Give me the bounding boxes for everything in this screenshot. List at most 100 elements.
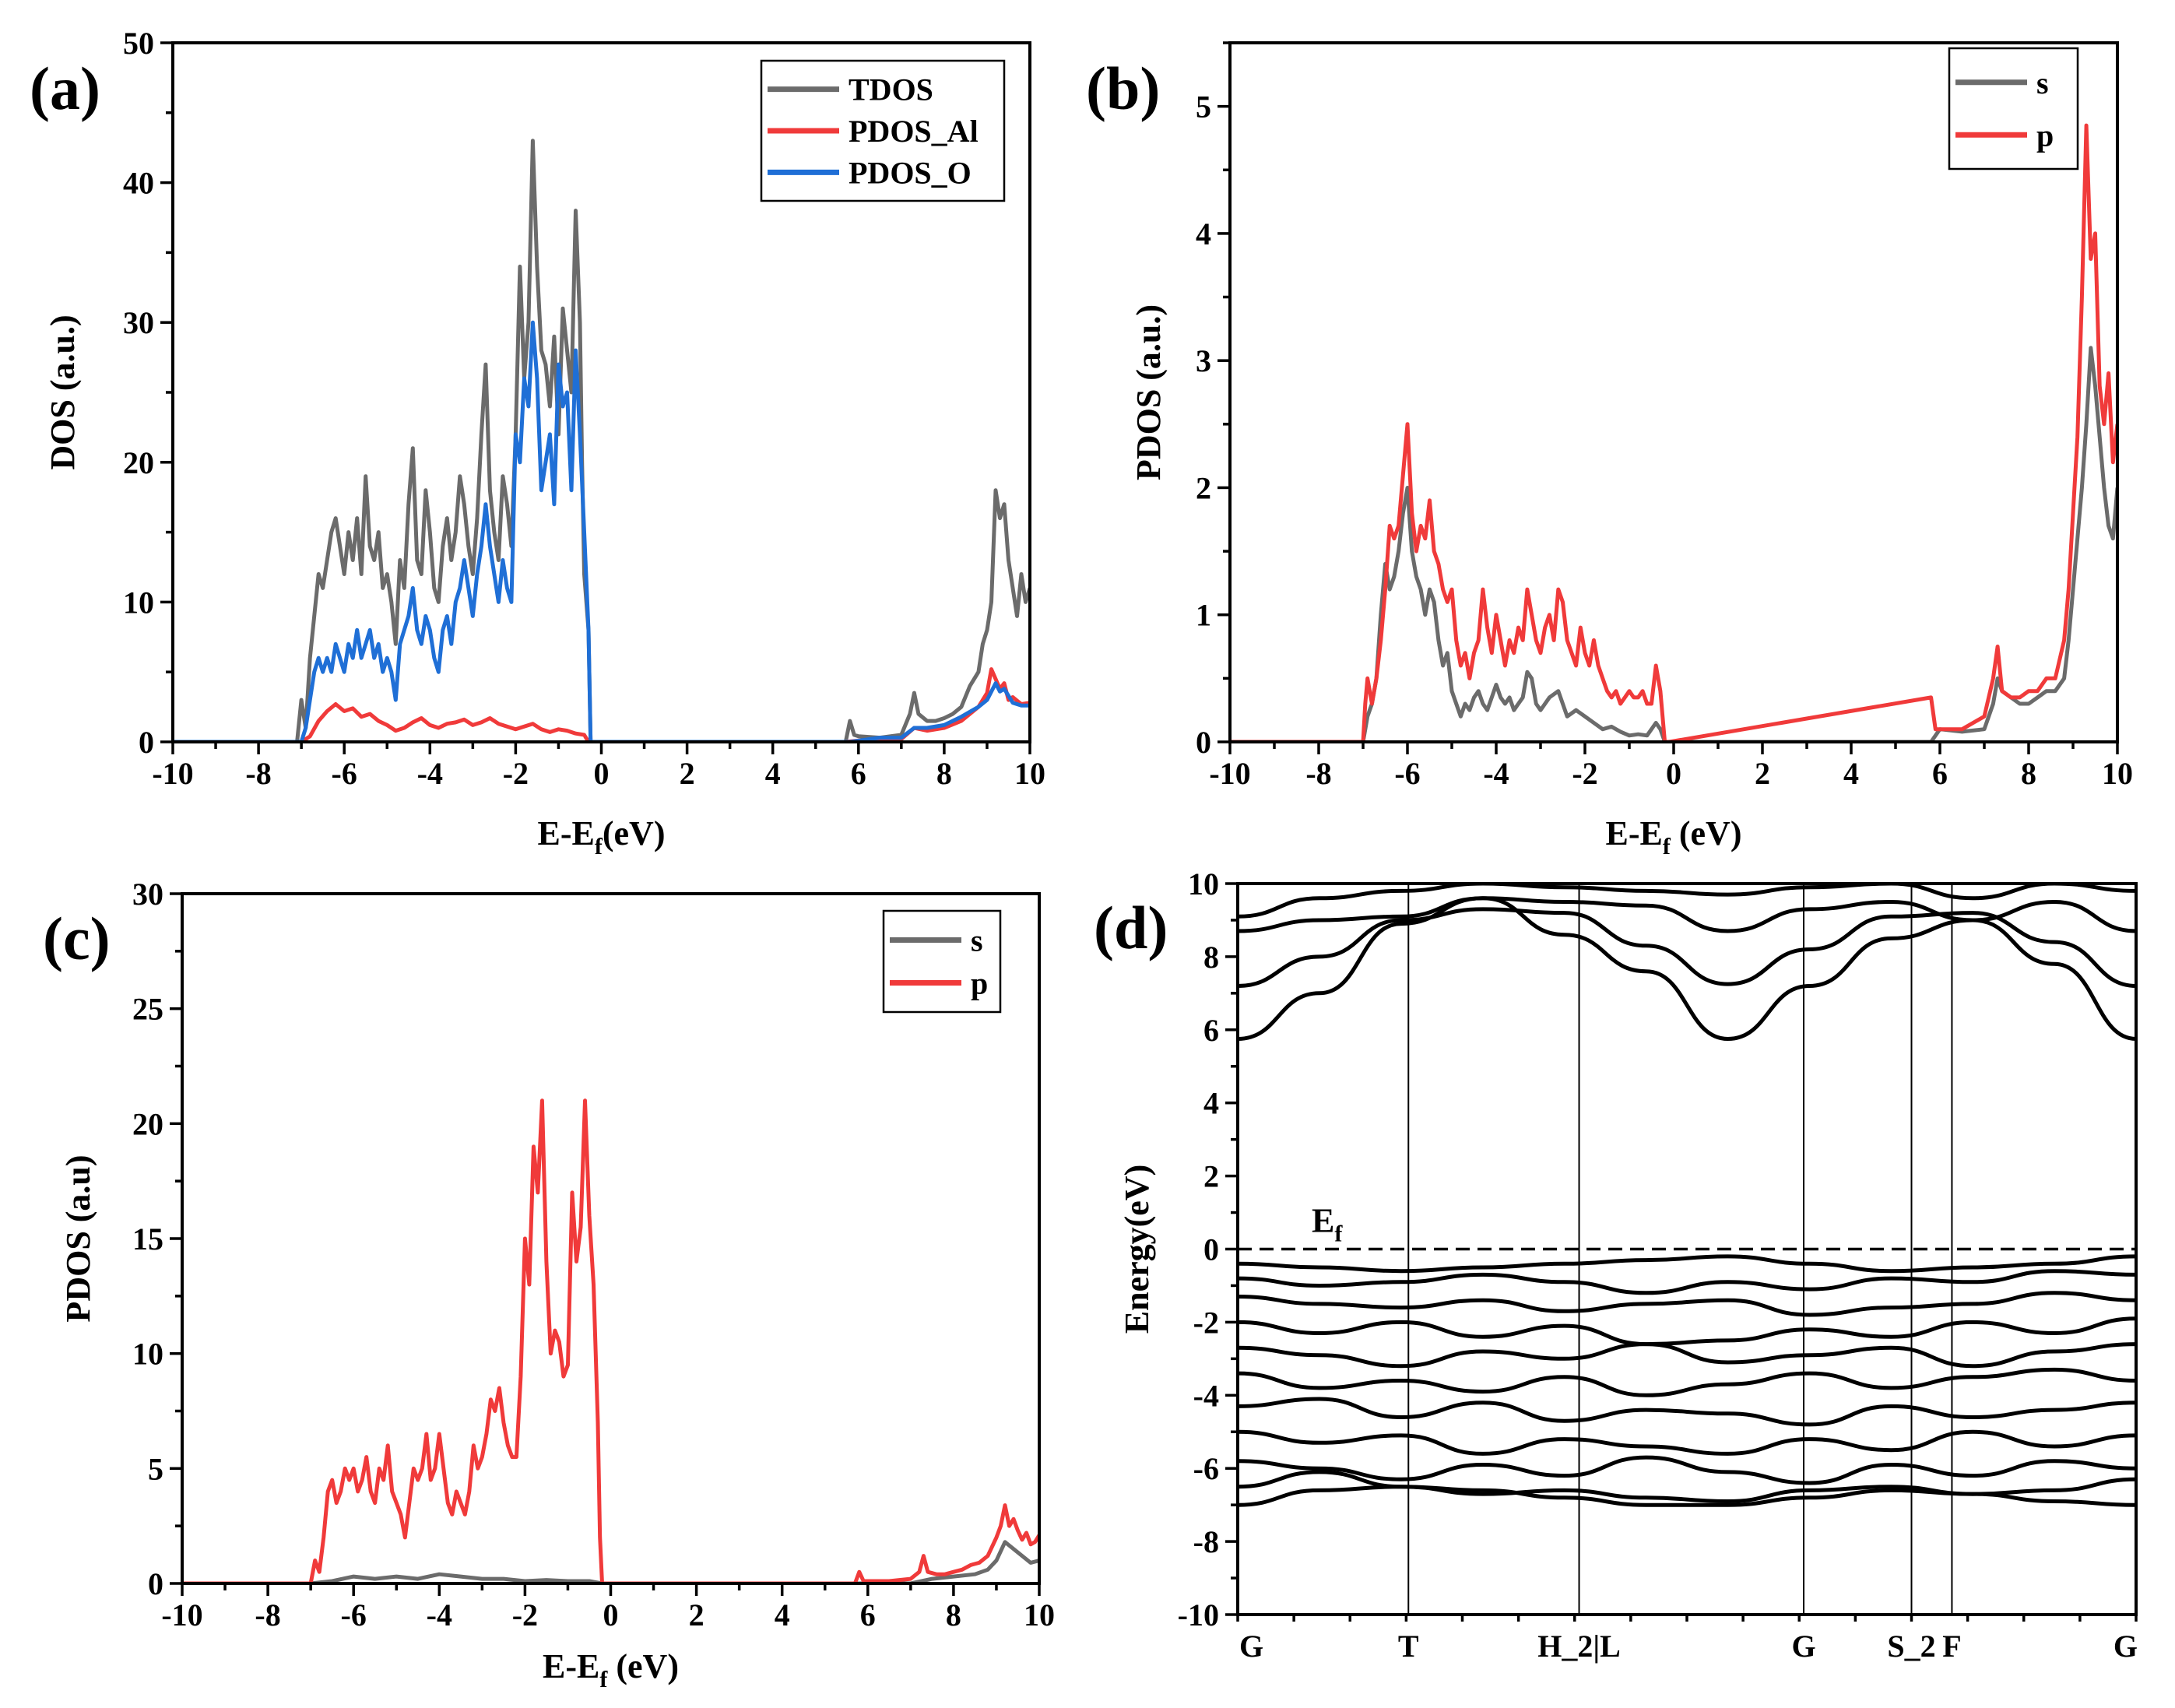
y-tick-label: 0	[1203, 1232, 1219, 1267]
panel-label: (a)	[30, 54, 100, 122]
y-tick-label: -10	[1178, 1597, 1219, 1632]
y-tick-label: -2	[1193, 1305, 1219, 1340]
x-tick-label: 8	[946, 1597, 961, 1632]
y-axis-label: DOS (a.u.)	[44, 315, 82, 469]
x-tick-label: 8	[936, 756, 952, 791]
y-axis-label: PDOS (a.u)	[59, 1154, 97, 1322]
y-tick-label: 20	[123, 445, 154, 480]
band-vb7	[1238, 1397, 2136, 1427]
x-tick-label: 10	[1014, 756, 1045, 791]
legend: sp	[882, 909, 1002, 1014]
x-tick-label: -4	[1483, 756, 1509, 791]
band-vb1	[1238, 1254, 2136, 1274]
x-axis-label-main: E-E	[1606, 814, 1663, 852]
y-tick-label: 15	[132, 1221, 163, 1256]
legend-label-pdos_o: PDOS_O	[849, 155, 972, 190]
panel-label: (b)	[1086, 54, 1160, 122]
legend-label-p: p	[2036, 118, 2054, 153]
series-line-pdos_o	[173, 320, 1030, 742]
kpoint-label: G	[1791, 1629, 1815, 1664]
x-axis-label-unit: (eV)	[1671, 814, 1742, 852]
panel-a: -10 -8 -6 -4 -2 0 2 4 6 8 10 0 10 20 30 40 50 E-Ef(eV) DOS…	[30, 26, 1045, 859]
band-vb5	[1238, 1342, 2136, 1369]
y-tick-label: 3	[1196, 343, 1211, 378]
y-tick-label: 1	[1196, 598, 1211, 633]
x-axis-label-sub: f	[595, 834, 603, 859]
band-cb1	[1238, 896, 2136, 1042]
band-vb9	[1238, 1455, 2136, 1485]
y-tick-label: 5	[148, 1451, 163, 1486]
y-axis-label: PDOS (a.u.)	[1130, 304, 1168, 480]
kpoint-label: S_2	[1887, 1629, 1935, 1664]
x-tick-label: -10	[1209, 756, 1250, 791]
x-axis-label-main: E-E	[543, 1647, 599, 1685]
x-tick-label: -10	[161, 1597, 202, 1632]
x-tick-label: 4	[775, 1597, 790, 1632]
legend-label-p: p	[971, 966, 988, 1001]
x-tick-label: -2	[512, 1597, 538, 1632]
panel-b: -10 -8 -6 -4 -2 0 2 4 6 8 10 0 1 2 3 4 5 E-Ef (eV) PDOS (a…	[1086, 41, 2133, 859]
kpoint-label: F	[1942, 1629, 1961, 1664]
y-tick-label: 4	[1196, 216, 1211, 251]
kpoint-label: T	[1398, 1629, 1419, 1664]
legend: TDOS PDOS_Al PDOS_O	[760, 59, 1006, 202]
y-tick-label: 30	[123, 305, 154, 340]
y-tick-label: 0	[1196, 725, 1211, 760]
y-tick-label: 0	[139, 725, 154, 760]
y-tick-label: 4	[1203, 1086, 1219, 1121]
band-cb4	[1238, 884, 2136, 919]
fermi-label-main: E	[1312, 1202, 1334, 1240]
series-group	[173, 139, 1030, 742]
legend-box	[760, 59, 1006, 202]
legend-label-s: s	[2036, 65, 2049, 100]
band-cb3	[1238, 896, 2136, 933]
series-line-p	[1230, 123, 2117, 742]
x-tick-label: 0	[594, 756, 610, 791]
x-axis-label-unit: (eV)	[603, 814, 666, 852]
x-tick-label: 0	[1666, 756, 1681, 791]
x-tick-label: 2	[689, 1597, 705, 1632]
y-tick-label: 25	[132, 992, 163, 1027]
x-tick-label: -2	[503, 756, 529, 791]
x-tick-label: -2	[1572, 756, 1597, 791]
x-tick-label: 6	[860, 1597, 876, 1632]
series-line-p	[182, 1098, 1039, 1583]
legend-box	[882, 909, 1002, 1014]
fermi-level-label: Ef	[1312, 1202, 1343, 1247]
series-group	[1230, 123, 2117, 742]
x-tick-label: 4	[765, 756, 781, 791]
x-axis-label-sub: f	[1663, 834, 1671, 859]
y-tick-label: 30	[132, 877, 163, 912]
kpoint-label: G	[2114, 1629, 2138, 1664]
series-group	[182, 1098, 1039, 1583]
x-axis-label-main: E-E	[538, 814, 595, 852]
y-tick-label: 8	[1203, 940, 1219, 975]
x-tick-label: 10	[2102, 756, 2133, 791]
x-tick-label: -4	[417, 756, 443, 791]
y-tick-label: 6	[1203, 1013, 1219, 1048]
band-cb2	[1238, 907, 2136, 988]
y-tick-label: 10	[132, 1337, 163, 1372]
legend: sp	[1948, 47, 2079, 170]
panel-d: Ef -10 -8 -6 -4 -2 0 2 4 6 8 10 G T H_2|L G S_2 F G Energy(…	[1094, 866, 2138, 1664]
panel-label: (d)	[1094, 894, 1168, 961]
x-tick-label: 6	[851, 756, 866, 791]
x-tick-label: -8	[1305, 756, 1331, 791]
x-tick-label: 8	[2021, 756, 2036, 791]
x-tick-label: 10	[1024, 1597, 1055, 1632]
x-tick-label: 6	[1932, 756, 1948, 791]
x-tick-label: -8	[255, 1597, 280, 1632]
legend-label-pdos_al: PDOS_Al	[849, 114, 979, 149]
bands-group	[1238, 884, 2136, 1507]
series-line-tdos	[173, 139, 1030, 742]
x-axis-label-unit: (eV)	[607, 1647, 679, 1685]
y-tick-label: -6	[1193, 1451, 1219, 1486]
x-tick-label: -6	[332, 756, 357, 791]
panel-c: -10 -8 -6 -4 -2 0 2 4 6 8 10 0 5 10 15 20 25 30 E-Ef (eV) P…	[43, 877, 1055, 1692]
band-vb11	[1238, 1485, 2136, 1507]
y-tick-label: 10	[123, 585, 154, 620]
legend-label-s: s	[971, 923, 983, 958]
series-line-s	[182, 1540, 1039, 1583]
y-tick-label: 10	[1188, 866, 1219, 901]
y-tick-label: 40	[123, 166, 154, 201]
